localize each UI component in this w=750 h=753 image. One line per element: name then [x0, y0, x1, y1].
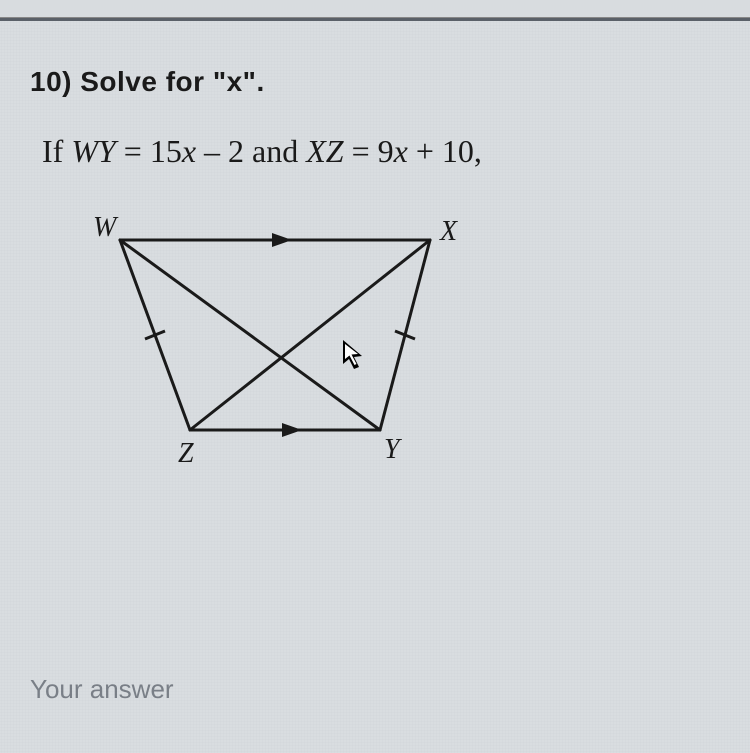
eq-prefix: If	[42, 133, 71, 169]
cursor-icon	[343, 340, 362, 369]
equation-line: If WY = 15x – 2 and XZ = 9x + 10,	[42, 133, 720, 170]
eq-var-xz: XZ	[306, 133, 343, 169]
label-y: Y	[384, 434, 403, 465]
parallel-markers	[272, 233, 302, 437]
label-x: X	[439, 216, 458, 247]
answer-placeholder-label: Your answer	[30, 674, 174, 705]
tick-marks	[145, 331, 415, 339]
eq-var-wy: WY	[71, 133, 115, 169]
label-z: Z	[178, 438, 194, 469]
question-number: 10)	[30, 66, 72, 97]
window-top-bar	[0, 0, 750, 18]
diagonal-xz	[190, 240, 430, 430]
arrow-top	[272, 233, 292, 247]
diagram-svg: W X Z Y	[60, 200, 490, 480]
label-w: W	[93, 212, 119, 243]
screenshot-frame: 10) Solve for "x". If WY = 15x – 2 and X…	[0, 0, 750, 750]
eq-end: + 10,	[408, 133, 482, 169]
eq-x1: x	[182, 133, 196, 169]
document-panel: 10) Solve for "x". If WY = 15x – 2 and X…	[0, 21, 750, 753]
trapezoid-diagram: W X Z Y	[60, 200, 720, 480]
arrow-bottom	[282, 423, 302, 437]
eq-part1: = 15	[116, 133, 182, 169]
question-prompt: 10) Solve for "x".	[30, 66, 720, 98]
eq-mid: – 2 and	[196, 133, 306, 169]
eq-x2: x	[394, 133, 408, 169]
question-text: Solve for "x".	[80, 66, 265, 97]
eq-part2: = 9	[344, 133, 394, 169]
